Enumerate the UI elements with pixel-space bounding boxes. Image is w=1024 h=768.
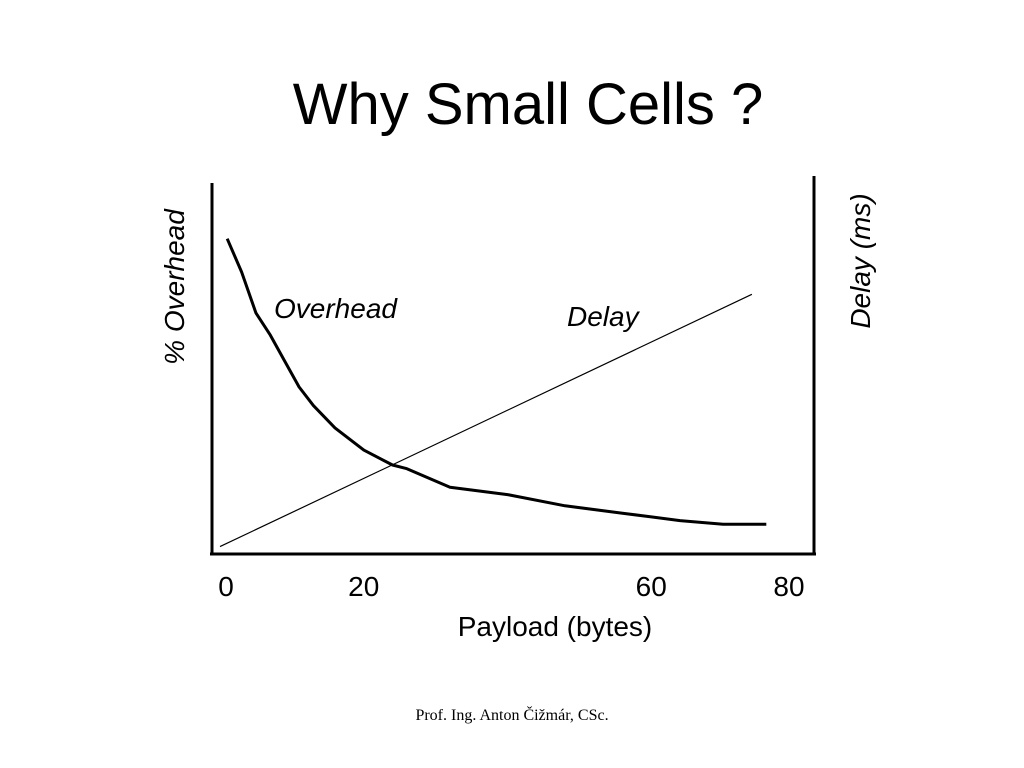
overhead-series-line	[225, 238, 767, 526]
x-axis-label: Payload (bytes)	[458, 611, 653, 642]
delay-series-line	[219, 293, 753, 548]
x-tick-label: 80	[773, 571, 804, 602]
overhead-series-label: Overhead	[274, 293, 398, 324]
slide-title: Why Small Cells ?	[292, 72, 764, 137]
delay-series-label: Delay	[567, 301, 641, 332]
x-tick-label: 0	[218, 571, 234, 602]
left-y-axis-label: % Overhead	[159, 208, 190, 365]
footer-author: Prof. Ing. Anton Čižmár, CSc.	[415, 707, 609, 724]
right-y-axis-label: Delay (ms)	[845, 193, 876, 328]
x-tick-label: 20	[348, 571, 379, 602]
x-tick-labels: 0 20 60 80	[218, 571, 804, 602]
x-tick-label: 60	[636, 571, 667, 602]
chart: 0 20 60 80 Overhead Delay Payload (bytes) %…	[159, 176, 876, 642]
